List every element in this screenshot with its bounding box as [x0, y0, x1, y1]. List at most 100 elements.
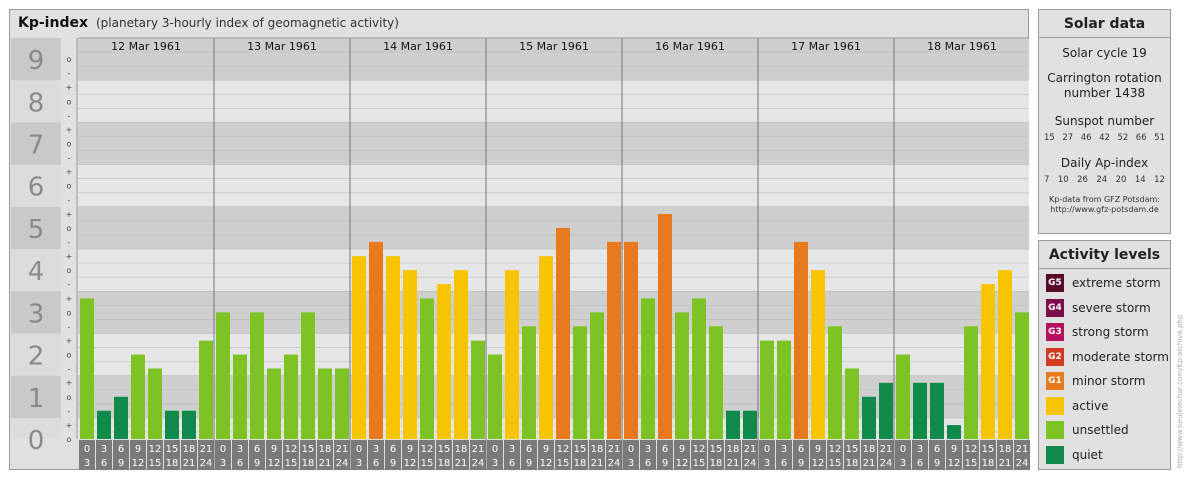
- interval-end: 18: [302, 458, 315, 469]
- kp-bar: [199, 340, 213, 439]
- interval-cell: [776, 440, 792, 470]
- interval-cell: [912, 440, 928, 470]
- kp-band: [78, 206, 1029, 250]
- y-tick-label: 3: [28, 299, 45, 329]
- interval-end: 18: [846, 458, 859, 469]
- interval-cell: [419, 440, 435, 470]
- activity-levels-list: G5 extreme storm G4 severe storm G3 strong st…: [1039, 269, 1170, 467]
- interval-end: 18: [710, 458, 723, 469]
- interval-cell: [759, 440, 775, 470]
- interval-end: 21: [727, 458, 740, 469]
- interval-start: 6: [390, 444, 396, 455]
- interval-end: 21: [863, 458, 876, 469]
- interval-start: 3: [781, 444, 787, 455]
- kp-bar: [726, 410, 740, 439]
- interval-end: 24: [472, 458, 485, 469]
- legend-label: extreme storm: [1072, 276, 1161, 291]
- kp-bar: [998, 270, 1012, 439]
- interval-cell: [878, 440, 894, 470]
- interval-cell: [708, 440, 724, 470]
- kp-bar: [335, 368, 349, 439]
- interval-end: 24: [1016, 458, 1029, 469]
- interval-start: 0: [356, 444, 362, 455]
- sunspot-values: 15 27 46 42 52 66 51: [1039, 133, 1170, 143]
- kp-band: [78, 38, 1029, 81]
- y-axis-band: [11, 333, 61, 376]
- interval-end: 3: [220, 458, 226, 469]
- y-axis-band: [11, 375, 61, 418]
- interval-start: 3: [645, 444, 651, 455]
- kp-bar: [250, 312, 264, 439]
- interval-end: 24: [880, 458, 893, 469]
- kp-bar: [811, 270, 825, 439]
- interval-cell: [827, 440, 843, 470]
- solar-cycle: Solar cycle 19: [1062, 46, 1147, 60]
- kp-bar: [879, 382, 893, 439]
- day-label: 18 Mar 1961: [927, 40, 997, 53]
- legend-swatch: [1046, 421, 1064, 440]
- interval-start: 15: [438, 444, 451, 455]
- legend-item: quiet: [1039, 443, 1170, 468]
- interval-end: 21: [319, 458, 332, 469]
- y-tick-label: 0: [28, 426, 45, 456]
- y-tick-label: 4: [28, 257, 45, 287]
- ap-value: 12: [1154, 175, 1165, 185]
- ap-value: 10: [1057, 175, 1069, 185]
- kp-bar: [862, 396, 876, 439]
- kp-bar: [981, 284, 995, 439]
- kp-bar: [709, 326, 723, 439]
- kp-bar: [964, 326, 978, 439]
- interval-end: 3: [84, 458, 90, 469]
- interval-end: 3: [492, 458, 498, 469]
- interval-cell: [725, 440, 741, 470]
- interval-end: 15: [285, 458, 298, 469]
- interval-end: 21: [455, 458, 468, 469]
- interval-start: 6: [526, 444, 532, 455]
- carrington-line2: number 1438: [1063, 86, 1146, 100]
- legend-label: active: [1072, 398, 1109, 413]
- legend-swatch: G3: [1046, 323, 1064, 342]
- interval-start: 21: [200, 444, 213, 455]
- kp-chart: o +0 o + - 1 o + - 2 o + - 3 o + - 4 o + - 5 o + - 6 o + - 7 o + - 8 o - 9 12…: [11, 37, 1030, 470]
- kp-bar: [539, 256, 553, 439]
- interval-end: 18: [982, 458, 995, 469]
- interval-start: 15: [166, 444, 179, 455]
- y-tick-label: 9: [28, 46, 45, 76]
- y-axis-band: [11, 38, 61, 81]
- interval-start: 15: [710, 444, 723, 455]
- interval-start: 3: [373, 444, 379, 455]
- legend-label: strong storm: [1072, 325, 1149, 340]
- interval-cell: [997, 440, 1013, 470]
- legend-swatch: [1046, 396, 1064, 415]
- kp-bar: [930, 382, 944, 439]
- interval-cell: [147, 440, 163, 470]
- interval-end: 6: [645, 458, 651, 469]
- y-axis-band: [11, 206, 61, 250]
- sunspot-value: 51: [1154, 133, 1165, 143]
- sunspot-value: 27: [1062, 133, 1074, 143]
- interval-cell: [504, 440, 520, 470]
- kp-bar: [607, 241, 621, 439]
- interval-cell: [164, 440, 180, 470]
- ap-values: 7 10 26 24 20 14 12: [1039, 175, 1170, 185]
- interval-start: 18: [999, 444, 1012, 455]
- interval-end: 18: [574, 458, 587, 469]
- interval-end: 6: [509, 458, 515, 469]
- interval-cell: [79, 440, 95, 470]
- interval-cell: [249, 440, 265, 470]
- legend-swatch: [1046, 445, 1064, 464]
- interval-start: 6: [798, 444, 804, 455]
- tick-third-label: o: [67, 435, 72, 444]
- interval-cell: [96, 440, 112, 470]
- tick-third-label: o: [67, 224, 72, 233]
- y-axis-band: [11, 291, 61, 334]
- interval-end: 6: [101, 458, 107, 469]
- interval-end: 12: [812, 458, 825, 469]
- tick-third-label: -: [68, 111, 71, 120]
- interval-end: 24: [608, 458, 621, 469]
- interval-cell: [334, 440, 350, 470]
- interval-start: 18: [863, 444, 876, 455]
- activity-levels-panel: Activity levels G5 extreme storm G4 severe …: [1038, 240, 1171, 470]
- day-label: 15 Mar 1961: [519, 40, 589, 53]
- kp-bar: [352, 256, 366, 439]
